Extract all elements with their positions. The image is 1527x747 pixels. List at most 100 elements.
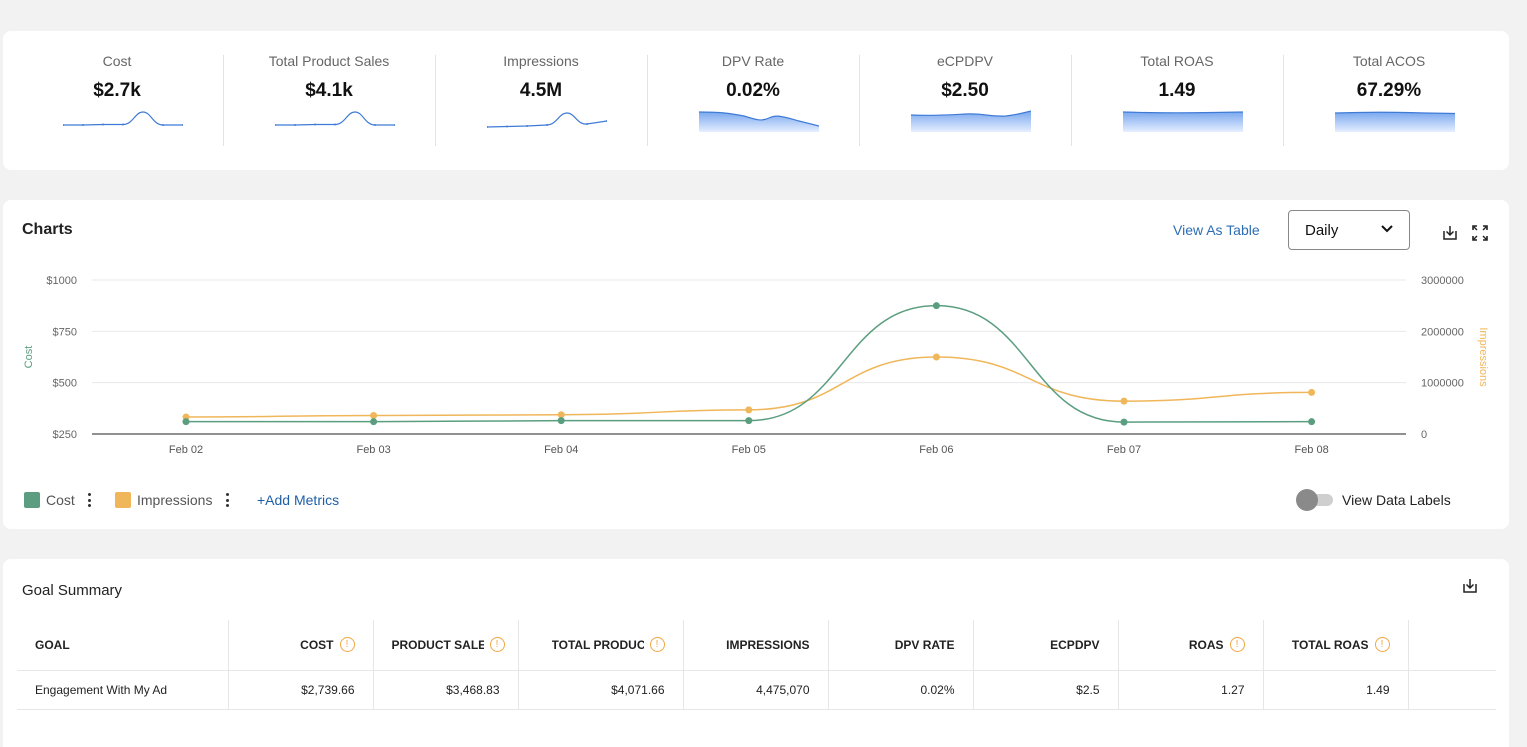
column-header[interactable]: TOTAL ROAS!	[1263, 620, 1409, 671]
table-cell: $3,468.83	[373, 670, 519, 710]
x-tick-label: Feb 05	[732, 444, 766, 456]
kpi-label: Total Product Sales	[268, 53, 390, 69]
column-header[interactable]	[1408, 620, 1496, 671]
view-as-table-link[interactable]: View As Table	[1173, 222, 1260, 238]
sparkline	[63, 111, 183, 126]
legend-item-impressions[interactable]: Impressions	[115, 490, 232, 510]
legend-label: Impressions	[137, 492, 213, 508]
table-cell: $2,739.66	[228, 670, 374, 710]
data-point-impressions	[557, 411, 565, 419]
expand-icon[interactable]	[1471, 224, 1489, 242]
table-cell: 1.49	[1263, 670, 1409, 710]
kpi-total-roas[interactable]: Total ROAS 1.49	[1071, 31, 1283, 170]
legend-label: Cost	[46, 492, 75, 508]
y-left-tick-label: $1000	[46, 275, 77, 287]
column-header-label: IMPRESSIONS	[726, 637, 810, 652]
column-header[interactable]: TOTAL PRODUCT SALES!	[518, 620, 684, 671]
add-metrics-link[interactable]: +Add Metrics	[257, 492, 340, 508]
data-point-impressions	[1120, 397, 1128, 405]
data-point-cost	[1308, 418, 1316, 426]
sparkline	[487, 112, 607, 128]
table-cell: 1.27	[1118, 670, 1264, 710]
info-icon[interactable]: !	[1229, 637, 1245, 653]
legend-swatch	[115, 492, 131, 508]
kpi-dpv-rate[interactable]: DPV Rate 0.02%	[647, 31, 859, 170]
y-right-tick-label: 0	[1421, 429, 1427, 441]
data-point-impressions	[1308, 388, 1316, 396]
column-header-label: GOAL	[35, 637, 70, 652]
y-left-tick-label: $500	[53, 378, 77, 390]
sparkline	[1123, 111, 1243, 132]
column-header[interactable]: ROAS!	[1118, 620, 1264, 671]
kpi-label: Cost	[102, 53, 132, 69]
info-icon[interactable]: !	[339, 637, 355, 653]
data-labels-toggle[interactable]	[1295, 489, 1335, 511]
data-point-impressions	[745, 406, 753, 414]
column-header[interactable]: PRODUCT SALES!	[373, 620, 519, 671]
column-header-label: ECPDPV	[1050, 637, 1100, 652]
kpi-label: Impressions	[503, 53, 579, 69]
column-header[interactable]: GOAL	[17, 620, 229, 671]
kpi-value: 4.5M	[519, 80, 563, 101]
data-labels-toggle-label: View Data Labels	[1342, 492, 1451, 508]
y-right-tick-label: 3000000	[1421, 275, 1464, 287]
column-header-label: PRODUCT SALES	[391, 637, 484, 652]
x-tick-label: Feb 08	[1294, 444, 1328, 456]
series-line-cost	[186, 304, 1312, 423]
kpi-total-acos[interactable]: Total ACOS 67.29%	[1283, 31, 1495, 170]
data-point-cost	[1120, 418, 1128, 426]
kpi-value: 1.49	[1158, 80, 1196, 101]
kpi-impressions[interactable]: Impressions 4.5M	[435, 31, 647, 170]
info-icon[interactable]: !	[649, 637, 665, 653]
table-cell: $4,071.66	[518, 670, 684, 710]
column-header[interactable]: IMPRESSIONS	[683, 620, 829, 671]
kpi-value: 67.29%	[1356, 80, 1422, 101]
table-cell	[1408, 670, 1496, 710]
sparkline	[275, 111, 395, 126]
data-point-cost	[370, 418, 378, 426]
info-icon[interactable]: !	[1374, 637, 1390, 653]
x-tick-label: Feb 06	[919, 444, 953, 456]
data-point-cost	[745, 417, 753, 425]
legend-item-cost[interactable]: Cost	[24, 490, 95, 510]
granularity-select[interactable]: Daily	[1288, 210, 1410, 250]
sparkline	[1335, 111, 1455, 132]
more-options-icon[interactable]	[85, 493, 95, 507]
kpi-value: $4.1k	[305, 80, 353, 101]
column-header-label: DPV RATE	[894, 637, 955, 652]
y-left-tick-label: $250	[53, 429, 77, 441]
kpi-label: Total ACOS	[1352, 53, 1426, 69]
kpi-ecpdpv[interactable]: eCPDPV $2.50	[859, 31, 1071, 170]
kpi-total-product-sales[interactable]: Total Product Sales $4.1k	[223, 31, 435, 170]
column-header-label: TOTAL ROAS	[1291, 637, 1369, 652]
table-row[interactable]: Engagement With My Ad $2,739.66 $3,468.83 $…	[17, 670, 1496, 710]
kpi-label: Total ROAS	[1140, 53, 1214, 69]
column-header-label: COST	[300, 637, 334, 652]
charts-card: Charts View As Table Daily $1000 $750 $500…	[3, 200, 1509, 529]
sparkline	[699, 111, 819, 132]
more-options-icon[interactable]	[222, 493, 232, 507]
column-header[interactable]: DPV RATE	[828, 620, 974, 671]
column-header[interactable]: ECPDPV	[973, 620, 1119, 671]
goal-summary-title: Goal Summary	[22, 582, 123, 599]
y-right-axis-title: Impressions	[1477, 327, 1489, 387]
download-icon[interactable]	[1441, 224, 1459, 242]
y-left-axis-title: Cost	[23, 346, 35, 369]
column-header-label: ROAS	[1188, 637, 1224, 652]
kpi-label: eCPDPV	[936, 53, 994, 69]
charts-title: Charts	[22, 221, 73, 238]
x-tick-label: Feb 04	[544, 444, 578, 456]
data-point-impressions	[932, 353, 940, 361]
granularity-value: Daily	[1305, 222, 1339, 239]
sparkline	[911, 110, 1031, 132]
data-point-cost	[932, 302, 940, 310]
column-header[interactable]: COST!	[228, 620, 374, 671]
data-point-cost	[182, 418, 190, 426]
info-icon[interactable]: !	[489, 637, 505, 653]
kpi-cost[interactable]: Cost $2.7k	[11, 31, 223, 170]
download-icon[interactable]	[1461, 577, 1479, 595]
y-left-tick-label: $750	[53, 326, 77, 338]
